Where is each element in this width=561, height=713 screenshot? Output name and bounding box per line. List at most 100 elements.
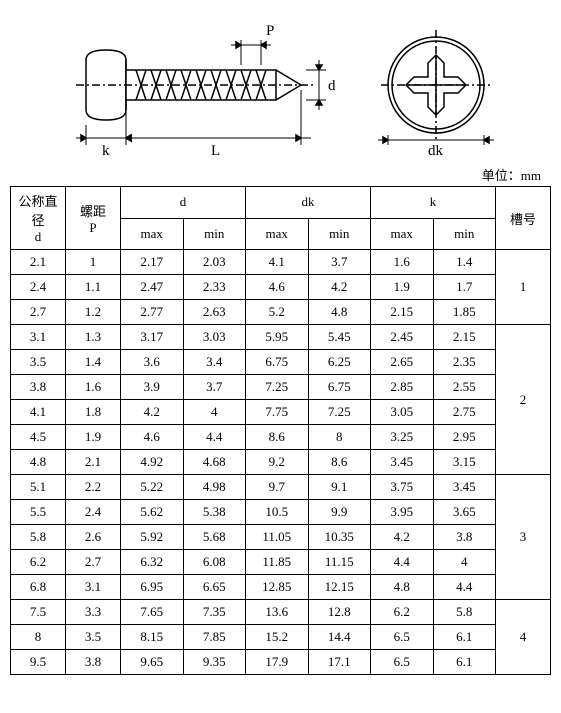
table-cell: 4.68	[183, 450, 246, 475]
table-cell: 4.1	[246, 250, 309, 275]
table-cell: 6.2	[11, 550, 66, 575]
table-cell: 2.65	[371, 350, 434, 375]
table-cell: 3.75	[371, 475, 434, 500]
table-cell: 6.95	[121, 575, 184, 600]
table-cell: 6.08	[183, 550, 246, 575]
table-cell: 4.2	[121, 400, 184, 425]
table-cell: 5.8	[11, 525, 66, 550]
table-cell: 2.75	[433, 400, 496, 425]
table-cell: 3.3	[66, 600, 121, 625]
table-cell: 6.25	[308, 350, 371, 375]
table-row: 4.82.14.924.689.28.63.453.15	[11, 450, 551, 475]
table-cell: 6.5	[371, 625, 434, 650]
table-cell: 3.7	[183, 375, 246, 400]
table-cell: 5.62	[121, 500, 184, 525]
table-cell: 8.6	[246, 425, 309, 450]
screw-top-view: dk	[376, 10, 506, 160]
table-cell: 6.32	[121, 550, 184, 575]
table-cell: 1	[66, 250, 121, 275]
table-cell: 12.8	[308, 600, 371, 625]
table-cell: 4.98	[183, 475, 246, 500]
table-row: 5.12.25.224.989.79.13.753.453	[11, 475, 551, 500]
table-row: 5.82.65.925.6811.0510.354.23.8	[11, 525, 551, 550]
screw-diagram: P d k L dk	[10, 10, 551, 160]
table-cell: 4.8	[11, 450, 66, 475]
table-cell: 10.35	[308, 525, 371, 550]
unit-label: 单位：mm	[10, 165, 551, 184]
table-cell: 11.85	[246, 550, 309, 575]
header-slot: 槽号	[496, 187, 551, 250]
table-cell: 3.8	[11, 375, 66, 400]
header-k-min: min	[433, 218, 496, 250]
table-cell: 2.35	[433, 350, 496, 375]
table-cell: 2.45	[371, 325, 434, 350]
table-cell: 4.4	[433, 575, 496, 600]
table-cell: 8	[308, 425, 371, 450]
table-cell: 3.45	[433, 475, 496, 500]
table-cell: 10.5	[246, 500, 309, 525]
table-cell: 1.9	[66, 425, 121, 450]
slot-cell: 1	[496, 250, 551, 325]
table-cell: 3.15	[433, 450, 496, 475]
table-cell: 2.55	[433, 375, 496, 400]
header-dk-min: min	[308, 218, 371, 250]
table-cell: 2.7	[11, 300, 66, 325]
table-cell: 5.1	[11, 475, 66, 500]
table-cell: 17.9	[246, 650, 309, 675]
table-cell: 5.95	[246, 325, 309, 350]
header-d-max: max	[121, 218, 184, 250]
table-row: 2.41.12.472.334.64.21.91.7	[11, 275, 551, 300]
table-cell: 5.45	[308, 325, 371, 350]
table-cell: 1.6	[66, 375, 121, 400]
table-cell: 1.6	[371, 250, 434, 275]
table-cell: 9.5	[11, 650, 66, 675]
table-row: 6.83.16.956.6512.8512.154.84.4	[11, 575, 551, 600]
table-row: 2.112.172.034.13.71.61.41	[11, 250, 551, 275]
table-cell: 7.25	[308, 400, 371, 425]
table-cell: 6.1	[433, 625, 496, 650]
table-row: 3.81.63.93.77.256.752.852.55	[11, 375, 551, 400]
table-cell: 4	[183, 400, 246, 425]
label-dk: dk	[428, 143, 444, 159]
table-cell: 4.6	[121, 425, 184, 450]
header-d: d	[121, 187, 246, 219]
table-cell: 3.25	[371, 425, 434, 450]
table-cell: 4.8	[308, 300, 371, 325]
table-cell: 2.15	[371, 300, 434, 325]
table-cell: 3.4	[183, 350, 246, 375]
table-cell: 12.85	[246, 575, 309, 600]
label-k: k	[102, 143, 110, 159]
table-cell: 3.7	[308, 250, 371, 275]
table-row: 6.22.76.326.0811.8511.154.44	[11, 550, 551, 575]
table-cell: 3.8	[433, 525, 496, 550]
table-cell: 6.2	[371, 600, 434, 625]
table-cell: 13.6	[246, 600, 309, 625]
table-cell: 7.75	[246, 400, 309, 425]
table-cell: 3.45	[371, 450, 434, 475]
table-cell: 6.5	[371, 650, 434, 675]
table-cell: 6.1	[433, 650, 496, 675]
table-cell: 7.85	[183, 625, 246, 650]
table-cell: 6.75	[308, 375, 371, 400]
table-cell: 4.2	[308, 275, 371, 300]
table-cell: 5.5	[11, 500, 66, 525]
slot-cell: 3	[496, 475, 551, 600]
table-cell: 1.3	[66, 325, 121, 350]
table-cell: 2.4	[66, 500, 121, 525]
table-cell: 4.5	[11, 425, 66, 450]
table-cell: 4	[433, 550, 496, 575]
table-cell: 1.85	[433, 300, 496, 325]
table-cell: 3.05	[371, 400, 434, 425]
table-cell: 4.4	[371, 550, 434, 575]
table-cell: 4.8	[371, 575, 434, 600]
label-P: P	[266, 23, 274, 39]
table-cell: 1.7	[433, 275, 496, 300]
table-cell: 4.2	[371, 525, 434, 550]
table-cell: 5.22	[121, 475, 184, 500]
table-cell: 6.75	[246, 350, 309, 375]
table-cell: 3.5	[11, 350, 66, 375]
label-L: L	[211, 143, 220, 159]
table-cell: 17.1	[308, 650, 371, 675]
table-row: 5.52.45.625.3810.59.93.953.65	[11, 500, 551, 525]
table-cell: 15.2	[246, 625, 309, 650]
